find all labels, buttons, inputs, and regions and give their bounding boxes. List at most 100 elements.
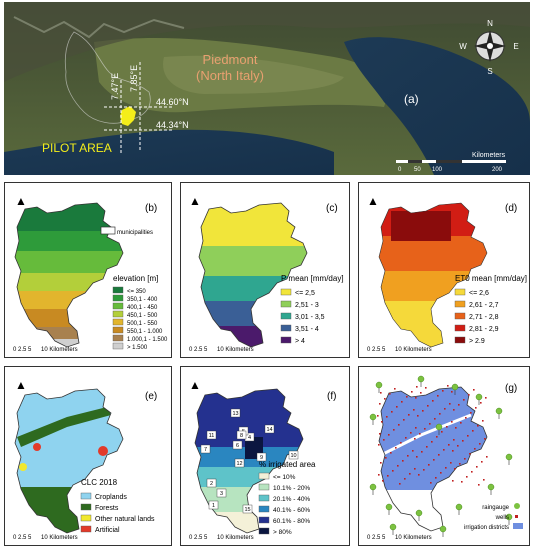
well-point	[423, 469, 425, 471]
panel-c-letter: (c)	[326, 203, 338, 214]
north-arrow-icon: ▲	[15, 378, 27, 392]
well-point	[447, 385, 449, 387]
legend-e: Croplands Forests Other natural lands Artif…	[80, 492, 155, 534]
well-point	[463, 399, 465, 401]
well-point	[479, 443, 481, 445]
legend-title-b: elevation [m]	[113, 274, 158, 283]
district-number: 7	[204, 447, 207, 453]
legend-d-swatch-2	[454, 312, 466, 320]
well-point	[453, 409, 455, 411]
well-point	[455, 427, 457, 429]
legend-b-swatch-0	[112, 286, 124, 294]
well-point	[432, 400, 434, 402]
panel-g-letter: (g)	[505, 383, 517, 394]
well-point	[457, 445, 459, 447]
well-point	[422, 410, 424, 412]
legend-f-label-5: > 80%	[273, 529, 292, 536]
well-point	[393, 429, 395, 431]
wells-layer	[377, 385, 488, 486]
legend-b-swatch-5	[112, 326, 124, 334]
legend-title-c: P mean [mm/day]	[281, 274, 344, 283]
legend-e-label-0: Croplands	[95, 494, 127, 501]
legend-g-label-0: raingauge	[482, 505, 509, 511]
well-point	[377, 415, 379, 417]
raingauge-icon	[495, 407, 503, 415]
well-point	[402, 460, 404, 462]
well-point	[388, 434, 390, 436]
legend-d-label-2: 2,71 - 2,8	[469, 314, 499, 321]
scale-g: 0 2.5 5	[367, 535, 386, 541]
well-point	[439, 413, 441, 415]
compass-icon	[474, 30, 506, 62]
legend-c-label-2: 3,01 - 3,5	[295, 314, 325, 321]
well-point	[485, 397, 487, 399]
well-point	[415, 427, 417, 429]
scale-e: 0 2.5 5	[13, 535, 32, 541]
legend-d-swatch-4	[454, 336, 466, 344]
legend-c-swatch-3	[280, 324, 292, 332]
well-point	[471, 471, 473, 473]
well-point	[381, 421, 383, 423]
legend-b-swatch-4	[112, 318, 124, 326]
well-point	[476, 466, 478, 468]
well-point	[379, 403, 381, 405]
well-point	[459, 463, 461, 465]
well-point	[435, 477, 437, 479]
scale-bar-a-seg2	[436, 160, 462, 163]
legend-e-swatch-0	[80, 492, 92, 500]
well-point	[418, 474, 420, 476]
panel-d-letter: (d)	[505, 203, 517, 214]
scale-tick-100: 100	[432, 167, 443, 173]
well-point	[380, 462, 382, 464]
legend-f-label-0: <= 10%	[273, 474, 296, 481]
well-point	[436, 436, 438, 438]
raingauge-icon	[369, 413, 377, 421]
legend-e-label-1: Forests	[95, 505, 119, 512]
well-point	[387, 475, 389, 477]
well-point	[480, 402, 482, 404]
pilot-area-shape	[120, 106, 136, 126]
compass-w: W	[459, 42, 467, 51]
well-point	[385, 457, 387, 459]
well-point	[421, 451, 423, 453]
well-point	[442, 390, 444, 392]
well-point	[416, 456, 418, 458]
district-box-10	[288, 450, 299, 460]
raingauge-icon	[385, 503, 393, 511]
district-box-12	[234, 458, 245, 468]
panel-f-irrigated: ▲ 123456789101112131415 (f) % irrigated …	[180, 366, 350, 546]
district-box-13	[230, 408, 241, 418]
raingauge-icon	[389, 523, 397, 531]
well-point	[450, 462, 452, 464]
well-point	[415, 397, 417, 399]
legend-d-label-0: <= 2,6	[469, 290, 489, 297]
district-number: 2	[210, 481, 213, 487]
p-band-1	[199, 203, 307, 246]
raingauge-icon	[435, 423, 443, 431]
legend-b-swatch-7	[112, 342, 124, 350]
legend-b-swatch-6	[112, 334, 124, 342]
well-point	[437, 395, 439, 397]
legend-title-e: CLC 2018	[81, 478, 118, 487]
district-box-8	[236, 430, 247, 440]
well-point	[441, 431, 443, 433]
district-number: 11	[209, 433, 215, 439]
well-point	[452, 450, 454, 452]
plain-light	[163, 55, 344, 94]
well-point	[411, 391, 413, 393]
legend-e-label-2: Other natural lands	[95, 516, 155, 523]
well-point	[430, 482, 432, 484]
well-point	[470, 412, 472, 414]
well-point	[378, 474, 380, 476]
well-point	[399, 483, 401, 485]
well-point	[414, 438, 416, 440]
well-point	[382, 480, 384, 482]
well-point	[468, 394, 470, 396]
well-point	[467, 435, 469, 437]
legend-b-swatch-2	[112, 302, 124, 310]
adriatic-sea	[344, 37, 530, 175]
well-point	[477, 425, 479, 427]
raingauge-icon	[505, 453, 513, 461]
legend-c-swatch-4	[280, 336, 292, 344]
lat-label-1: 44.60°N	[156, 97, 189, 107]
